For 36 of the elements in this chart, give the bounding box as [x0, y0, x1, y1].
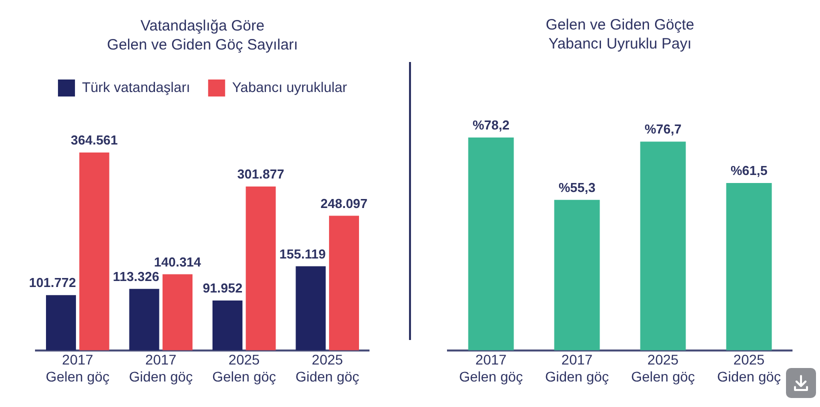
data-label: %61,5 [730, 163, 768, 178]
bar [726, 182, 772, 350]
data-label: 248.097 [320, 196, 368, 211]
bar [79, 152, 110, 350]
x-tick-label: 2017 Giden göç [128, 352, 193, 384]
data-label: 155.119 [279, 246, 326, 262]
data-label: 113.326 [112, 268, 160, 284]
bar [554, 200, 600, 350]
bar [212, 300, 242, 350]
bar [46, 295, 76, 350]
data-label: %55,3 [558, 180, 596, 195]
chart-title: Gelen ve Giden Göçte Yabancı Uyruklu Payı [546, 16, 694, 52]
bar [129, 288, 160, 350]
bar [329, 216, 360, 350]
legend-label: Yabancı uyruklular [232, 78, 348, 95]
data-label: 301.877 [237, 166, 284, 182]
x-tick-label: 2025 Giden göç [295, 352, 360, 384]
data-label: 140.314 [154, 254, 202, 270]
bar [296, 266, 326, 350]
bar [246, 186, 276, 350]
bar [468, 138, 514, 350]
x-tick-label: 2025 Giden göç [717, 352, 781, 384]
chart-title: Vatandaşlığa Göre Gelen ve Giden Göç Sayıları [107, 18, 298, 54]
data-label: 101.772 [28, 275, 76, 290]
x-tick-label: 2017 Giden göç [545, 352, 609, 384]
data-label: 91.952 [202, 280, 242, 296]
x-tick-label: 2017 Gelen göç [459, 352, 523, 384]
data-label: %76,7 [644, 122, 682, 137]
data-label: 364.561 [70, 132, 118, 148]
x-tick-label: 2025 Gelen göç [212, 352, 276, 384]
data-label: %78,2 [472, 118, 510, 133]
legend-label: Türk vatandaşları [82, 78, 190, 95]
x-tick-label: 2025 Gelen göç [631, 352, 695, 384]
bar [640, 142, 686, 350]
bar [162, 274, 193, 350]
x-tick-label: 2017 Gelen göç [46, 352, 110, 384]
